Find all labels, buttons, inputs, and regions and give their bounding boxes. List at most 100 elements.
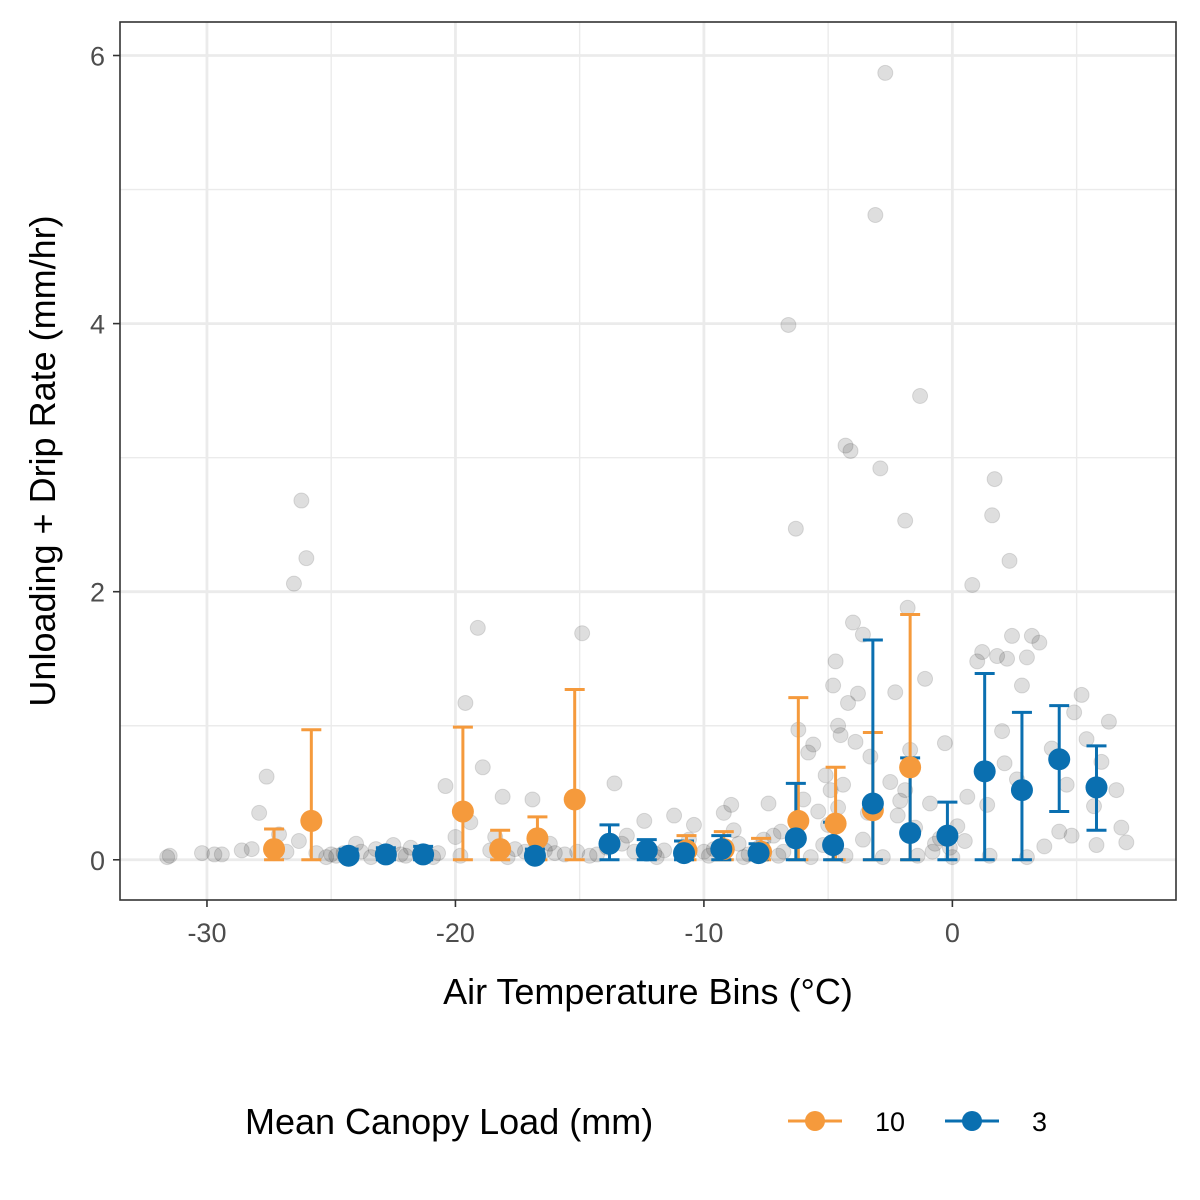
raw-point bbox=[994, 723, 1011, 740]
summary-point-3 bbox=[1048, 748, 1071, 771]
raw-point bbox=[840, 694, 857, 711]
summary-point-3 bbox=[936, 824, 959, 847]
summary-point-3 bbox=[635, 839, 658, 862]
raw-point bbox=[1036, 838, 1053, 855]
raw-point bbox=[606, 775, 623, 792]
summary-point-10 bbox=[489, 838, 512, 861]
raw-point bbox=[989, 648, 1006, 665]
raw-point bbox=[854, 626, 871, 643]
raw-point bbox=[258, 768, 275, 785]
grid-major bbox=[120, 22, 1176, 900]
raw-point bbox=[457, 694, 474, 711]
raw-point bbox=[835, 776, 852, 793]
legend: Mean Canopy Load (mm) 10 3 bbox=[245, 1101, 1047, 1142]
raw-point bbox=[193, 845, 210, 862]
raw-point bbox=[318, 849, 335, 866]
summary-point-10 bbox=[451, 800, 474, 823]
summary-point-3 bbox=[1085, 776, 1108, 799]
raw-point bbox=[874, 849, 891, 866]
summary-point-3 bbox=[784, 827, 807, 850]
raw-point bbox=[161, 847, 178, 864]
raw-point bbox=[251, 804, 268, 821]
raw-point bbox=[618, 827, 635, 844]
raw-point bbox=[889, 807, 906, 824]
raw-point bbox=[830, 717, 847, 734]
raw-point bbox=[770, 847, 787, 864]
raw-point bbox=[524, 791, 541, 808]
raw-point bbox=[285, 575, 302, 592]
raw-point bbox=[206, 846, 223, 863]
raw-point bbox=[397, 847, 414, 864]
raw-point bbox=[825, 677, 842, 694]
y-axis: 0 2 4 6 bbox=[90, 42, 120, 876]
summary-point-3 bbox=[1010, 779, 1033, 802]
raw-point bbox=[924, 843, 941, 860]
summary-point-10 bbox=[787, 809, 810, 832]
raw-point bbox=[827, 653, 844, 670]
raw-point bbox=[810, 803, 827, 820]
raw-point bbox=[574, 625, 591, 642]
raw-point bbox=[969, 653, 986, 670]
summary-point-3 bbox=[747, 842, 770, 865]
raw-point bbox=[862, 748, 879, 765]
summary-point-3 bbox=[598, 832, 621, 855]
raw-point bbox=[830, 799, 847, 816]
raw-point bbox=[964, 576, 981, 593]
raw-point bbox=[986, 471, 1003, 488]
summary-point-3 bbox=[374, 843, 397, 866]
raw-point bbox=[243, 841, 260, 858]
plot-background bbox=[120, 22, 1176, 900]
raw-point bbox=[805, 736, 822, 753]
raw-point bbox=[847, 733, 864, 750]
legend-key-point-10 bbox=[805, 1111, 825, 1131]
summary-point-3 bbox=[710, 838, 733, 861]
raw-point bbox=[1004, 627, 1021, 644]
raw-point bbox=[437, 778, 454, 795]
x-tick-label: 0 bbox=[945, 918, 960, 948]
y-tick-label: 2 bbox=[90, 578, 105, 608]
raw-point bbox=[897, 512, 914, 529]
raw-point bbox=[854, 831, 871, 848]
y-axis-title: Unloading + Drip Rate (mm/hr) bbox=[22, 215, 63, 706]
raw-point bbox=[844, 614, 861, 631]
raw-point bbox=[213, 846, 230, 863]
summary-point-3 bbox=[673, 842, 696, 865]
raw-point bbox=[817, 767, 834, 784]
raw-point bbox=[666, 807, 683, 824]
x-axis-title: Air Temperature Bins (°C) bbox=[443, 971, 853, 1012]
raw-point bbox=[474, 759, 491, 776]
raw-point bbox=[1013, 677, 1030, 694]
raw-point bbox=[1073, 686, 1090, 703]
raw-point bbox=[996, 755, 1013, 772]
raw-point bbox=[849, 685, 866, 702]
x-tick-label: -10 bbox=[684, 918, 723, 948]
raw-point bbox=[882, 774, 899, 791]
raw-point bbox=[556, 846, 573, 863]
y-tick-label: 0 bbox=[90, 846, 105, 876]
y-tick-label: 4 bbox=[90, 310, 105, 340]
grid-minor bbox=[120, 22, 1176, 900]
raw-point bbox=[1113, 819, 1130, 836]
raw-point bbox=[867, 207, 884, 224]
legend-title: Mean Canopy Load (mm) bbox=[245, 1101, 653, 1142]
summary-point-10 bbox=[899, 756, 922, 779]
raw-point bbox=[780, 316, 797, 333]
raw-point bbox=[999, 650, 1016, 667]
raw-point bbox=[1051, 823, 1068, 840]
raw-point bbox=[872, 460, 889, 477]
raw-point bbox=[546, 845, 563, 862]
raw-point bbox=[636, 812, 653, 829]
summary-point-10 bbox=[563, 788, 586, 811]
raw-point bbox=[298, 550, 315, 567]
raw-point bbox=[293, 492, 310, 509]
summary-point-10 bbox=[526, 827, 549, 850]
summary-point-3 bbox=[899, 821, 922, 844]
raw-point bbox=[1086, 798, 1103, 815]
x-axis: -30 -20 -10 0 bbox=[187, 900, 960, 948]
raw-point bbox=[922, 795, 939, 812]
raw-point bbox=[589, 846, 606, 863]
raw-point bbox=[842, 442, 859, 459]
summary-point-3 bbox=[822, 834, 845, 857]
raw-point bbox=[787, 520, 804, 537]
raw-point bbox=[775, 843, 792, 860]
